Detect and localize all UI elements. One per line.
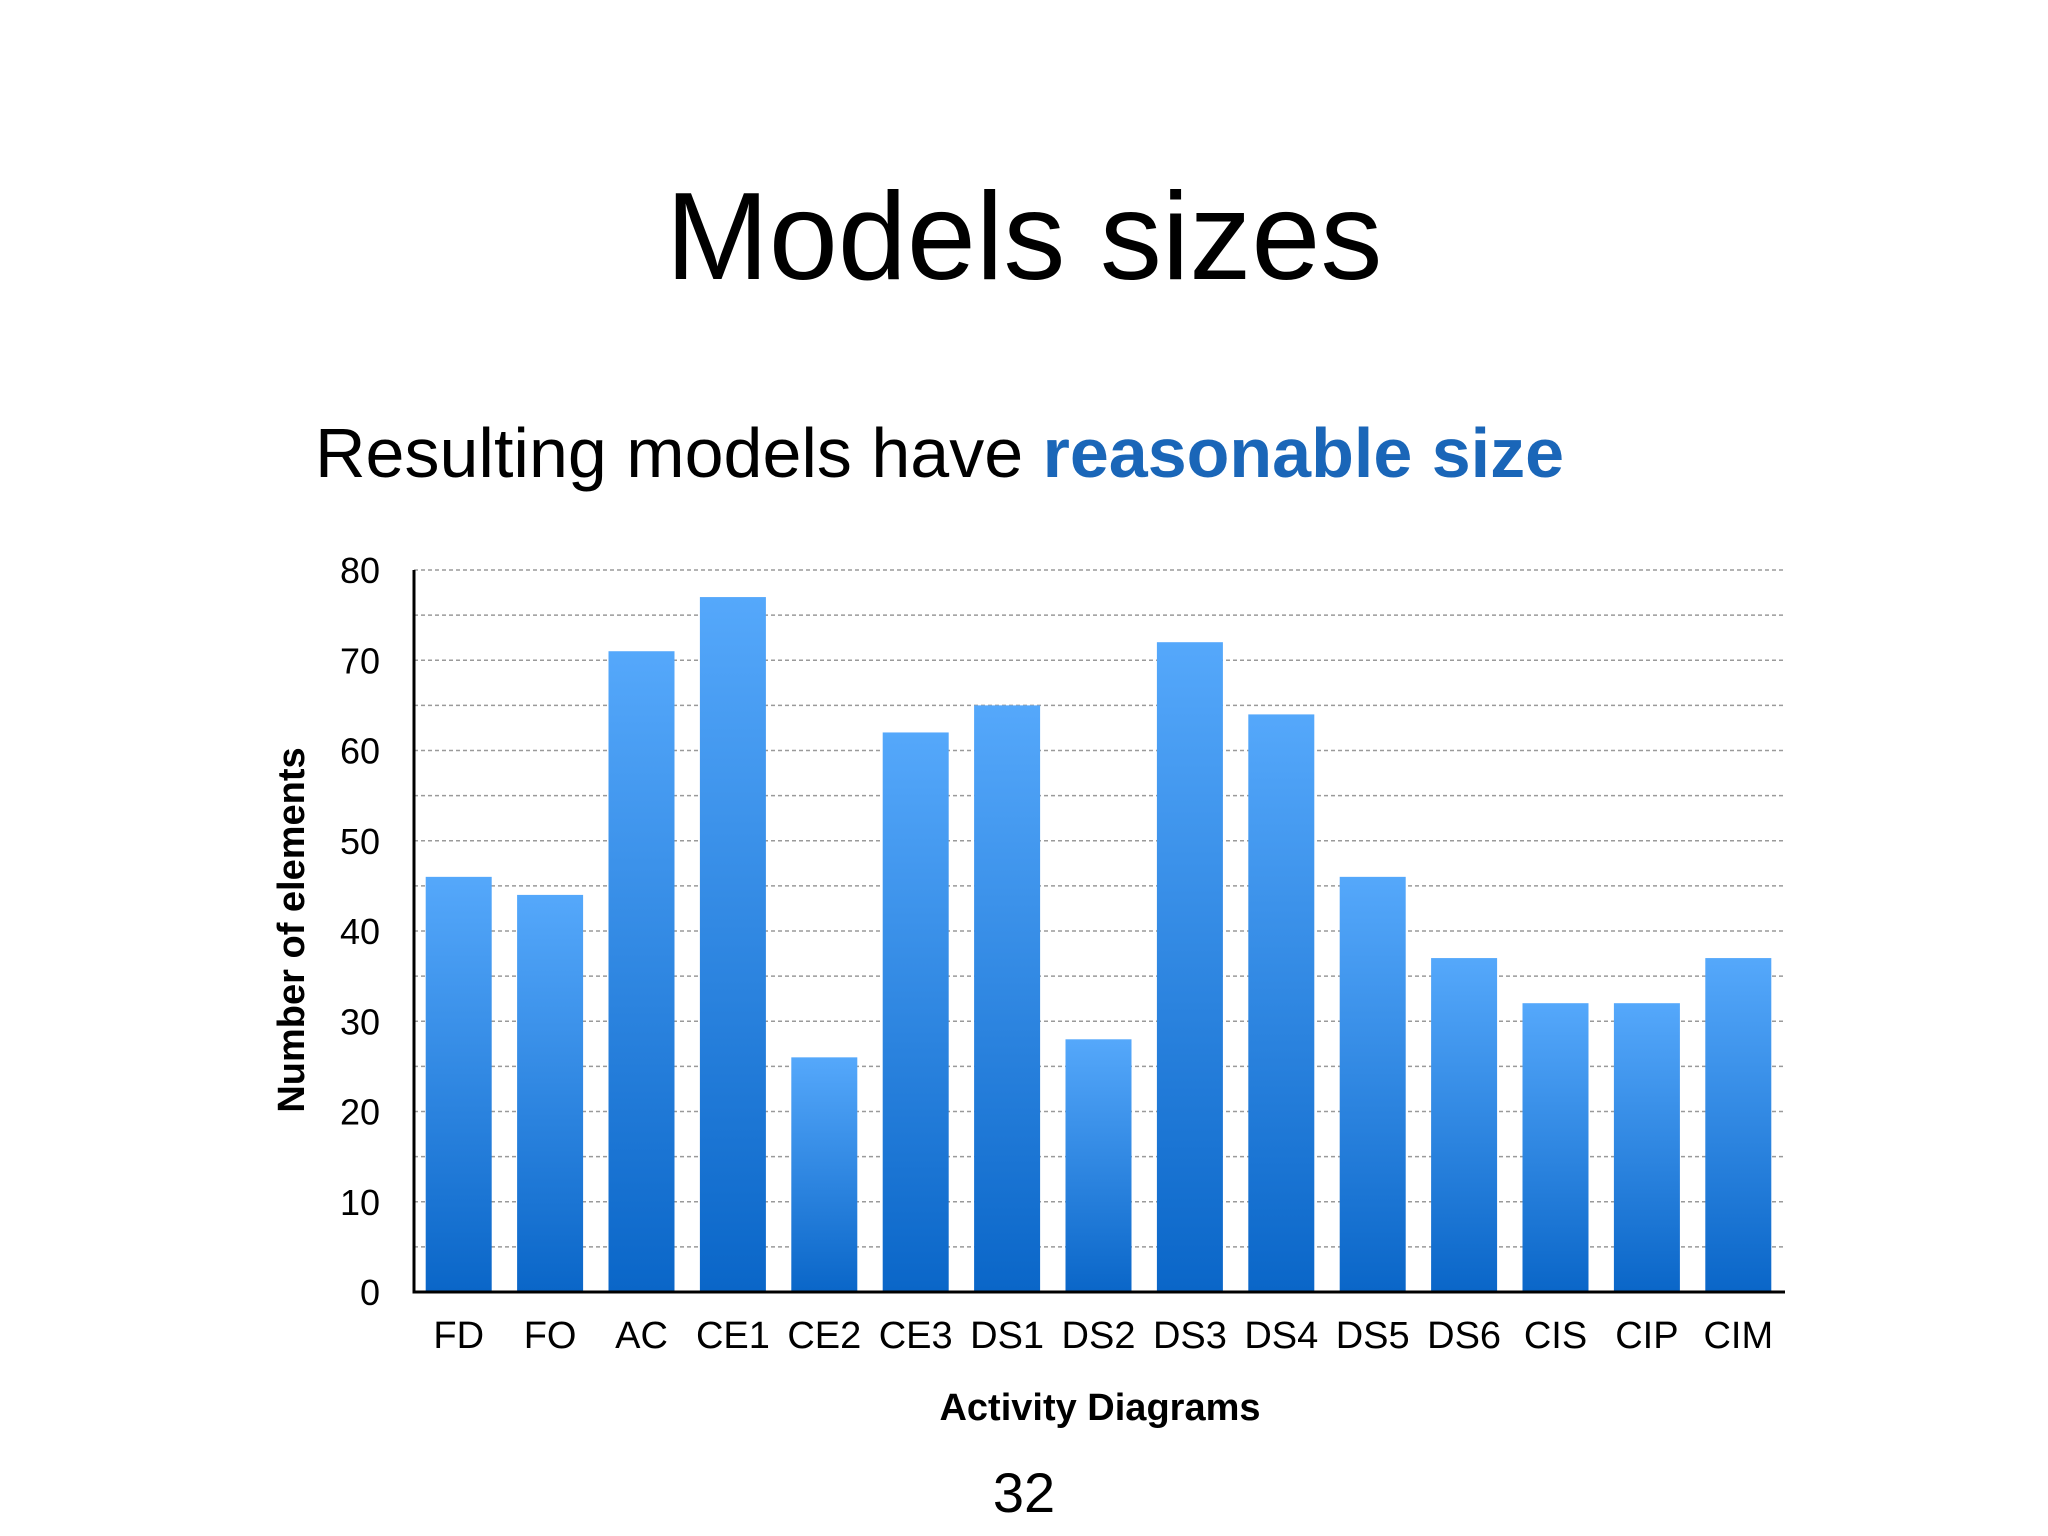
x-tick-label: DS2 bbox=[1062, 1315, 1136, 1357]
subtitle-text: Resulting models have bbox=[315, 414, 1043, 492]
bar bbox=[608, 651, 675, 1292]
x-tick-label: AC bbox=[615, 1315, 668, 1357]
x-tick-label: DS3 bbox=[1153, 1315, 1227, 1357]
y-tick-label: 20 bbox=[340, 1092, 380, 1133]
y-tick-label: 30 bbox=[340, 1001, 380, 1042]
bar bbox=[1156, 642, 1223, 1292]
bar bbox=[699, 597, 766, 1292]
bar bbox=[1522, 1003, 1589, 1292]
bars bbox=[425, 597, 1772, 1292]
y-tick-label: 10 bbox=[340, 1182, 380, 1223]
x-tick-label: CE2 bbox=[787, 1315, 861, 1357]
x-tick-label: CE3 bbox=[879, 1315, 953, 1357]
y-tick-label: 40 bbox=[340, 911, 380, 952]
x-tick-label: FO bbox=[524, 1315, 577, 1357]
x-tick-label: CE1 bbox=[696, 1315, 770, 1357]
bar bbox=[1431, 958, 1498, 1292]
slide-title: Models sizes bbox=[665, 168, 1383, 306]
bar bbox=[791, 1057, 858, 1292]
tick-labels: FD FO AC CE1 CE2 CE3 DS1 DS2 DS3 DS4 DS5 DS6 CIS CIP C… bbox=[340, 550, 1773, 1357]
x-tick-label: CIS bbox=[1524, 1315, 1587, 1357]
x-tick-label: DS4 bbox=[1244, 1315, 1318, 1357]
bar bbox=[1613, 1003, 1680, 1292]
y-tick-label: 0 bbox=[360, 1272, 380, 1313]
bar bbox=[1339, 876, 1406, 1292]
x-tick-label: DS1 bbox=[970, 1315, 1044, 1357]
slide-subtitle: Resulting models have reasonable size bbox=[315, 418, 1564, 488]
y-tick-label: 70 bbox=[340, 640, 380, 681]
bar bbox=[974, 705, 1041, 1292]
y-tick-label: 60 bbox=[340, 731, 380, 772]
y-tick-label: 50 bbox=[340, 821, 380, 862]
y-tick-label: 80 bbox=[340, 550, 380, 591]
bar bbox=[1248, 714, 1315, 1292]
bar bbox=[425, 876, 492, 1292]
page-number: 32 bbox=[992, 1461, 1056, 1524]
x-axis-title: Activity Diagrams bbox=[939, 1387, 1260, 1429]
bar bbox=[882, 732, 949, 1292]
bar bbox=[1705, 958, 1772, 1292]
bar bbox=[517, 894, 584, 1292]
y-axis-title: Number of elements bbox=[271, 747, 313, 1112]
axes bbox=[412, 570, 1785, 1294]
x-tick-label: CIP bbox=[1615, 1315, 1678, 1357]
bar bbox=[1065, 1039, 1132, 1292]
x-tick-label: FD bbox=[433, 1315, 484, 1357]
x-tick-label: DS6 bbox=[1427, 1315, 1501, 1357]
subtitle-highlight: reasonable size bbox=[1042, 414, 1565, 492]
x-tick-label: CIM bbox=[1703, 1315, 1773, 1357]
x-tick-label: DS5 bbox=[1336, 1315, 1410, 1357]
